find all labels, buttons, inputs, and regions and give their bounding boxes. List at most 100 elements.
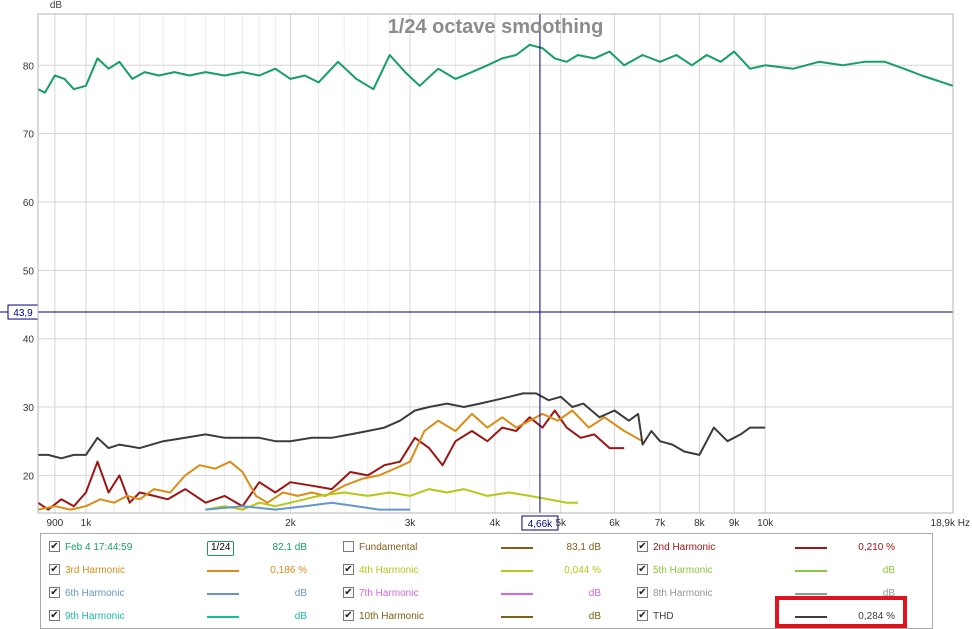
legend-swatch	[795, 616, 827, 618]
series-line-2	[37, 409, 625, 511]
chart-title: 1/24 octave smoothing	[388, 16, 604, 38]
legend-swatch	[795, 570, 827, 572]
legend-checkbox[interactable]: ✔	[637, 587, 648, 598]
legend-row: ✔ 6th Harmonic dB ✔ 7th Harmonic dB ✔ 8th Harmo…	[41, 584, 932, 604]
legend-value: 83,1 dB	[566, 542, 601, 553]
y-tick-label: 60	[23, 198, 35, 209]
legend-item: Fundamental 83,1 dB	[343, 538, 633, 558]
legend-label: 5th Harmonic	[653, 565, 713, 576]
cursor-crosshair: 4,66k 43,9	[0, 14, 953, 531]
legend-checkbox[interactable]: ✔	[343, 587, 354, 598]
series-line-11	[38, 392, 766, 460]
legend-value: dB	[588, 588, 601, 599]
legend-checkbox[interactable]: ✔	[637, 541, 648, 552]
legend-checkbox[interactable]	[343, 541, 354, 552]
legend-checkbox[interactable]: ✔	[49, 610, 60, 621]
legend-value: dB	[588, 611, 601, 622]
legend-swatch	[501, 593, 533, 595]
legend-swatch	[501, 616, 533, 618]
legend-checkbox[interactable]: ✔	[343, 610, 354, 621]
thd-highlight-box	[775, 596, 907, 628]
series-line-6	[205, 501, 410, 511]
legend-checkbox[interactable]: ✔	[637, 564, 648, 575]
legend-value: 0,186 %	[270, 565, 307, 576]
legend-label: 9th Harmonic	[65, 611, 125, 622]
y-tick-label: 70	[23, 130, 35, 141]
legend-value: 0,210 %	[858, 542, 895, 553]
legend-label: 10th Harmonic	[359, 611, 425, 622]
legend-item: ✔ Feb 4 17:44:59 1/24 82,1 dB	[49, 538, 339, 558]
legend-row: ✔ Feb 4 17:44:59 1/24 82,1 dB Fundamental 83,…	[41, 538, 932, 558]
legend-swatch	[207, 570, 239, 572]
cursor-x-box	[521, 515, 559, 531]
legend-label: 6th Harmonic	[65, 588, 125, 599]
legend-swatch	[795, 547, 827, 549]
legend-label: Feb 4 17:44:59	[65, 542, 133, 553]
cursor-x-label: 4,66k	[528, 519, 553, 530]
legend-checkbox[interactable]: ✔	[49, 564, 60, 575]
legend-item: ✔ 2nd Harmonic 0,210 %	[637, 538, 927, 558]
legend-value: dB	[294, 588, 307, 599]
legend-value: dB	[294, 611, 307, 622]
cursor-y-label: 43,9	[13, 308, 33, 319]
y-tick-label: 50	[23, 266, 35, 277]
legend-label: 2nd Harmonic	[653, 542, 716, 553]
x-tick-label: 18,9k Hz	[931, 518, 970, 529]
legend-label: 8th Harmonic	[653, 588, 713, 599]
legend-item: ✔ 5th Harmonic dB	[637, 561, 927, 581]
x-tick-label: 1k	[81, 518, 93, 529]
legend-label: 7th Harmonic	[359, 588, 419, 599]
legend-row: ✔ 3rd Harmonic 0,186 % ✔ 4th Harmonic 0,044 %…	[41, 561, 932, 581]
x-tick-label: 8k	[694, 518, 706, 529]
y-tick-label: 20	[23, 471, 35, 482]
series-line-4	[205, 488, 578, 511]
legend-item: ✔ 8th Harmonic dB	[637, 584, 927, 604]
legend-label: 4th Harmonic	[359, 565, 419, 576]
legend-value: dB	[882, 588, 895, 599]
series-group	[37, 43, 954, 511]
legend-item: ✔ 4th Harmonic 0,044 %	[343, 561, 633, 581]
legend-swatch	[207, 616, 239, 618]
x-tick-label: 6k	[609, 518, 621, 529]
legend-checkbox[interactable]: ✔	[49, 587, 60, 598]
x-tick-label: 7k	[655, 518, 667, 529]
legend-item: ✔ 7th Harmonic dB	[343, 584, 633, 604]
legend-item: ✔ 6th Harmonic dB	[49, 584, 339, 604]
legend-swatch	[501, 570, 533, 572]
axes: dB 20 30 40 50 60 70 80 900 1k 2k 3k 4k 5k 6k 7k 8k 9k 10k…	[23, 0, 970, 529]
legend-label: THD	[653, 611, 674, 622]
legend-label: 3rd Harmonic	[65, 565, 126, 576]
y-tick-label: 40	[23, 335, 35, 346]
grid	[38, 14, 954, 513]
x-tick-label: 2k	[285, 518, 297, 529]
y-axis-label: dB	[50, 0, 63, 11]
legend-value: 0,284 %	[858, 611, 895, 622]
legend-swatch	[795, 593, 827, 595]
legend-checkbox[interactable]: ✔	[343, 564, 354, 575]
legend-checkbox[interactable]: ✔	[637, 610, 648, 621]
legend-label: Fundamental	[359, 542, 418, 553]
distortion-chart[interactable]: 4,66k 43,9 dB 20 30 40 50 60 70 80 900 1k 2k 3k 4k 5k 6…	[0, 0, 972, 532]
series-line-0	[37, 43, 954, 94]
legend-panel: ✔ Feb 4 17:44:59 1/24 82,1 dB Fundamental 83,…	[40, 533, 933, 629]
legend-row: ✔ 9th Harmonic dB ✔ 10th Harmonic dB ✔ THD 0,284…	[41, 607, 932, 627]
plot-border	[37, 13, 954, 514]
legend-value: dB	[882, 565, 895, 576]
legend-value: 82,1 dB	[272, 542, 307, 553]
legend-value: 0,044 %	[564, 565, 601, 576]
legend-item: ✔ 3rd Harmonic 0,186 %	[49, 561, 339, 581]
plot-area	[38, 14, 953, 513]
legend-item: ✔ 9th Harmonic dB	[49, 607, 339, 627]
x-tick-label: 9k	[729, 518, 741, 529]
x-tick-label: 900	[47, 518, 64, 529]
y-tick-label: 30	[23, 403, 35, 414]
legend-swatch	[501, 547, 533, 549]
legend-checkbox[interactable]: ✔	[49, 541, 60, 552]
y-tick-label: 80	[23, 61, 35, 72]
x-tick-label: 4k	[490, 518, 502, 529]
smoothing-button[interactable]: 1/24	[207, 541, 235, 556]
x-tick-label: 10k	[757, 518, 774, 529]
legend-item: ✔ 10th Harmonic dB	[343, 607, 633, 627]
legend-swatch	[207, 593, 239, 595]
x-tick-label: 3k	[405, 518, 417, 529]
